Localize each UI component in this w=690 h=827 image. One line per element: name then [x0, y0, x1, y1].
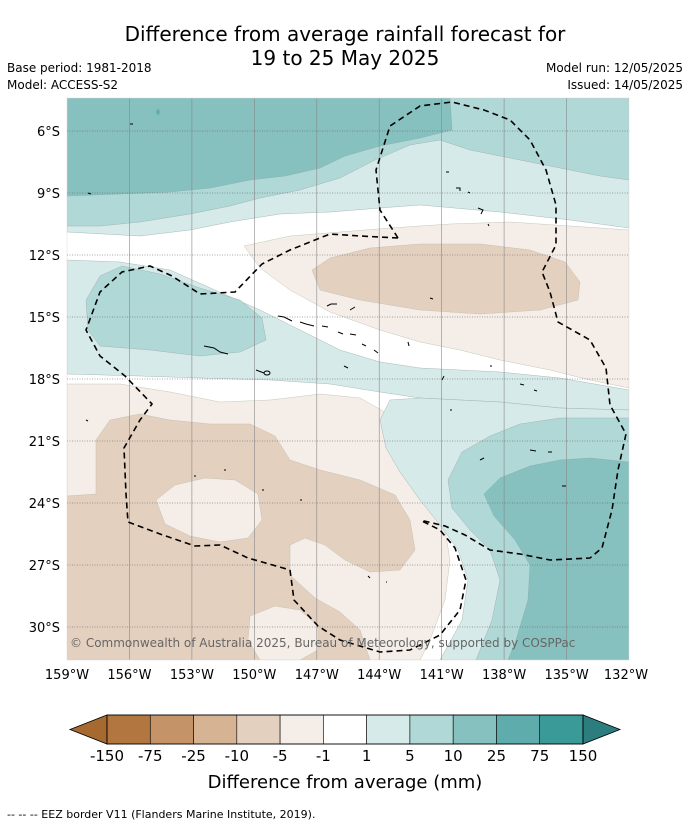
colorbar-high-arrow	[582, 714, 622, 745]
contour-cook-10	[85, 265, 267, 357]
model-run: Model run: 12/05/2025	[545, 61, 683, 75]
colorbar-cells	[106, 714, 584, 745]
colorbar-cell	[452, 714, 497, 745]
lat-tick: 24°S	[29, 497, 60, 512]
lon-gridlines	[129, 98, 567, 660]
eez-legend-footer: -- -- -- EEZ border V11 (Flanders Marine…	[7, 808, 316, 821]
colorbar-cell	[409, 714, 454, 745]
lat-gridlines	[67, 130, 629, 628]
lon-tick: 150°W	[232, 668, 276, 683]
colorbar-tick-label: -5	[273, 747, 288, 765]
colorbar-tick-label: 1	[362, 747, 372, 765]
colorbar: -150 -75 -25 -10 -5 -1 1 5 10 25 75 150 Difference …	[68, 714, 622, 793]
lat-tick-labels: 6°S 9°S 12°S 15°S 18°S 21°S 24°S 27°S 30…	[29, 125, 60, 636]
lat-tick: 6°S	[37, 125, 60, 140]
colorbar-cell	[106, 714, 151, 745]
islands	[85, 123, 566, 583]
colorbar-title: Difference from average (mm)	[208, 772, 483, 793]
colorbar-tick-label: 25	[487, 747, 506, 765]
lon-tick: 135°W	[545, 668, 589, 683]
colorbar-labels: -150 -75 -25 -10 -5 -1 1 5 10 25 75 150	[90, 747, 597, 765]
lon-tick: 141°W	[420, 668, 464, 683]
title-line-1: Difference from average rainfall forecas…	[124, 22, 566, 46]
colorbar-tick-label: -25	[181, 747, 206, 765]
colorbar-tick-label: 5	[405, 747, 415, 765]
colorbar-cell	[496, 714, 541, 745]
copyright-notice: © Commonwealth of Australia 2025, Bureau…	[70, 636, 575, 650]
lat-tick: 27°S	[29, 559, 60, 574]
lon-tick: 156°W	[107, 668, 151, 683]
contour-south-minus1-island	[155, 477, 263, 543]
eez-border-austral	[289, 519, 467, 653]
lat-tick: 18°S	[29, 373, 60, 388]
colorbar-cell	[366, 714, 411, 745]
colorbar-frame	[106, 714, 584, 745]
colorbar-cell	[279, 714, 324, 745]
lon-tick: 132°W	[604, 668, 648, 683]
lat-tick: 21°S	[29, 435, 60, 450]
colorbar-cell	[149, 714, 194, 745]
map-title: Difference from average rainfall forecas…	[0, 22, 690, 70]
lon-tick-labels: 159°W 156°W 153°W 150°W 147°W 144°W 141°…	[45, 668, 648, 683]
colorbar-tick-label: 75	[530, 747, 549, 765]
title-line-2: 19 to 25 May 2025	[250, 46, 440, 70]
map-plot-area: © Commonwealth of Australia 2025, Bureau…	[67, 98, 629, 660]
lon-tick: 144°W	[357, 668, 401, 683]
colorbar-cell	[323, 714, 367, 745]
meta-right: Model run: 12/05/2025 Issued: 14/05/2025	[546, 60, 683, 94]
meta-left: Base period: 1981-2018 Model: ACCESS-S2	[7, 60, 152, 94]
contour-south-minus1-island-2	[247, 605, 319, 660]
colorbar-tick-label: -1	[316, 747, 331, 765]
model-name: Model: ACCESS-S2	[7, 78, 119, 92]
colorbar-cell	[236, 714, 281, 745]
lon-tick: 153°W	[170, 668, 214, 683]
issued-date: Issued: 14/05/2025	[567, 78, 683, 92]
lat-tick: 9°S	[37, 187, 60, 202]
contour-north-25	[67, 98, 453, 197]
colorbar-low-arrow	[68, 714, 108, 745]
map-frame	[66, 97, 630, 661]
lon-tick: 138°W	[482, 668, 526, 683]
colorbar-cell	[193, 714, 238, 745]
rainfall-map: © Commonwealth of Australia 2025, Bureau…	[29, 97, 648, 793]
colorbar-tick-label: 150	[569, 747, 598, 765]
base-period: Base period: 1981-2018	[7, 61, 152, 75]
eez-border-cook-west	[85, 233, 399, 571]
lat-tick: 15°S	[29, 311, 60, 326]
lat-tick: 30°S	[29, 621, 60, 636]
colorbar-cell	[539, 714, 584, 745]
eez-border-french-polynesia	[375, 101, 627, 561]
colorbar-tick-label: -150	[90, 747, 124, 765]
colorbar-tick-label: -75	[138, 747, 163, 765]
colorbar-tick-label: 10	[444, 747, 463, 765]
colorbar-tick-label: -10	[225, 747, 250, 765]
lon-tick: 159°W	[45, 668, 89, 683]
lon-tick: 147°W	[295, 668, 339, 683]
island-shaded	[156, 108, 160, 116]
lat-tick: 12°S	[29, 249, 60, 264]
